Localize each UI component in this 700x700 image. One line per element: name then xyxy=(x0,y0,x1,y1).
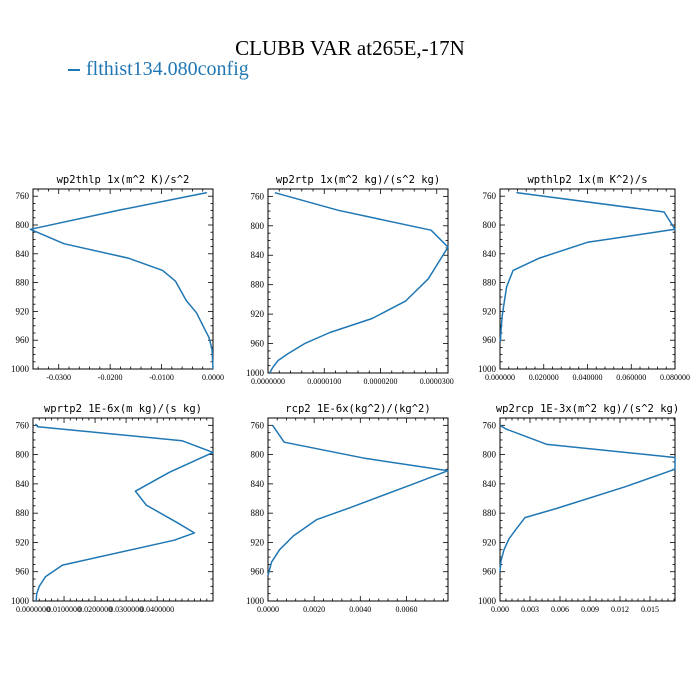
series-line xyxy=(499,191,676,342)
y-tick-label: 960 xyxy=(483,567,497,577)
plot-frame xyxy=(32,417,214,602)
panel-title: rcp2 1E-6x(kg^2)/(kg^2) xyxy=(285,403,430,415)
plot-frame xyxy=(267,417,449,602)
x-tick-label: 0.0100000 xyxy=(47,605,81,614)
y-tick-label: 840 xyxy=(16,479,30,489)
x-tick-label: 0.015 xyxy=(641,605,659,614)
y-tick-label: 800 xyxy=(251,450,265,460)
y-tick-label: 1000 xyxy=(478,596,497,606)
panel-title: wprtp2 1E-6x(m kg)/(s kg) xyxy=(44,403,202,415)
chart-panel-6: wp2rcp 1E-3x(m^2 kg)/(s^2 kg) 760 800 840 88… xyxy=(478,403,679,614)
x-tick-label: 0.0000 xyxy=(257,605,279,614)
x-tick-label: 0.0000300 xyxy=(420,377,454,386)
y-tick-label: 1000 xyxy=(11,596,30,606)
legend-entry: flthist134.080config xyxy=(68,58,249,81)
y-tick-label: 880 xyxy=(483,508,497,518)
y-tick-label: 1000 xyxy=(11,364,30,374)
x-tick-label: 0.012 xyxy=(611,605,629,614)
panel-title: wpthlp2 1x(m K^2)/s xyxy=(527,174,647,186)
y-tick-label: 1000 xyxy=(246,368,265,378)
y-tick-label: 800 xyxy=(483,220,497,230)
chart-panel-1: wp2thlp 1x(m^2 K)/s^2 760 800 840 880 920 960 1… xyxy=(11,174,224,382)
y-tick-label: 960 xyxy=(483,335,497,345)
y-tick-label: 920 xyxy=(16,306,30,316)
y-tick-label: 880 xyxy=(251,280,265,290)
y-tick-label: 840 xyxy=(16,249,30,259)
y-tick-label: 800 xyxy=(16,220,30,230)
x-tick-label: 0.0040 xyxy=(349,605,371,614)
figure-title: CLUBB VAR at265E,-17N xyxy=(235,36,465,60)
panel-title: wp2rcp 1E-3x(m^2 kg)/(s^2 kg) xyxy=(496,403,679,415)
y-tick-label: 840 xyxy=(251,479,265,489)
y-tick-label: 880 xyxy=(16,508,30,518)
x-tick-label: 0.0020 xyxy=(303,605,325,614)
x-tick-label: 0.0000000 xyxy=(16,605,50,614)
y-tick-label: 920 xyxy=(16,537,30,547)
y-tick-label: 760 xyxy=(251,420,265,430)
plot-frame xyxy=(499,188,676,370)
y-tick-label: 920 xyxy=(483,306,497,316)
x-tick-label: 0.006 xyxy=(551,605,569,614)
x-tick-label: 0.020000 xyxy=(529,373,559,382)
y-tick-label: 960 xyxy=(16,567,30,577)
panel-title: wp2rtp 1x(m^2 kg)/(s^2 kg) xyxy=(276,174,440,186)
y-tick-label: 760 xyxy=(16,420,30,430)
chart-panel-4: wprtp2 1E-6x(m kg)/(s kg) 760 800 840 880 920… xyxy=(11,403,214,614)
y-tick-label: 880 xyxy=(16,278,30,288)
x-tick-label: 0.009 xyxy=(581,605,599,614)
x-tick-label: 0.0300000 xyxy=(109,605,143,614)
series-line xyxy=(34,423,214,602)
x-tick-label: 0.000 xyxy=(491,605,509,614)
legend-line-swatch xyxy=(68,69,80,72)
y-tick-label: 920 xyxy=(251,309,265,319)
x-tick-label: -0.0100 xyxy=(149,373,174,382)
y-tick-label: 920 xyxy=(483,537,497,547)
y-tick-label: 800 xyxy=(16,450,30,460)
series-line xyxy=(267,424,449,576)
y-tick-label: 840 xyxy=(483,249,497,259)
x-tick-label: 0.060000 xyxy=(616,373,646,382)
y-tick-label: 840 xyxy=(483,479,497,489)
x-tick-label: 0.040000 xyxy=(573,373,603,382)
x-tick-label: -0.0300 xyxy=(46,373,71,382)
y-tick-label: 760 xyxy=(16,191,30,201)
y-tick-label: 960 xyxy=(251,339,265,349)
panel-title: wp2thlp 1x(m^2 K)/s^2 xyxy=(57,174,190,186)
y-tick-label: 920 xyxy=(251,537,265,547)
y-tick-label: 880 xyxy=(251,508,265,518)
plot-frame xyxy=(499,417,676,602)
series-line xyxy=(499,424,676,572)
y-tick-label: 800 xyxy=(483,450,497,460)
x-tick-label: 0.0060 xyxy=(395,605,417,614)
series-line xyxy=(29,191,214,370)
x-tick-label: 0.0000000 xyxy=(251,377,285,386)
x-tick-label: -0.0200 xyxy=(98,373,123,382)
x-tick-label: 0.0000100 xyxy=(307,377,341,386)
chart-panel-3: wpthlp2 1x(m K^2)/s 760 800 840 880 920 960 100… xyxy=(478,174,690,382)
x-tick-label: 0.0200000 xyxy=(78,605,112,614)
x-tick-label: 0.000000 xyxy=(485,373,515,382)
legend-label: flthist134.080config xyxy=(86,58,249,80)
y-tick-label: 760 xyxy=(483,420,497,430)
x-tick-label: 0.0400000 xyxy=(140,605,174,614)
plot-frame xyxy=(267,188,449,374)
y-tick-label: 800 xyxy=(251,221,265,231)
x-tick-label: 0.080000 xyxy=(660,373,690,382)
y-tick-label: 960 xyxy=(16,335,30,345)
plot-frame xyxy=(32,188,214,370)
y-tick-label: 880 xyxy=(483,278,497,288)
y-tick-label: 760 xyxy=(483,191,497,201)
chart-panel-2: wp2rtp 1x(m^2 kg)/(s^2 kg) 760 800 840 880 92… xyxy=(246,174,454,386)
y-tick-label: 760 xyxy=(251,191,265,201)
chart-panel-5: rcp2 1E-6x(kg^2)/(kg^2) 760 800 840 880 920 96… xyxy=(246,403,449,614)
series-line xyxy=(269,191,449,374)
x-tick-label: 0.0000200 xyxy=(364,377,398,386)
x-tick-label: 0.003 xyxy=(521,605,539,614)
y-tick-label: 1000 xyxy=(478,364,497,374)
y-tick-label: 840 xyxy=(251,250,265,260)
x-tick-label: 0.0000 xyxy=(202,373,224,382)
y-tick-label: 960 xyxy=(251,567,265,577)
y-tick-label: 1000 xyxy=(246,596,265,606)
